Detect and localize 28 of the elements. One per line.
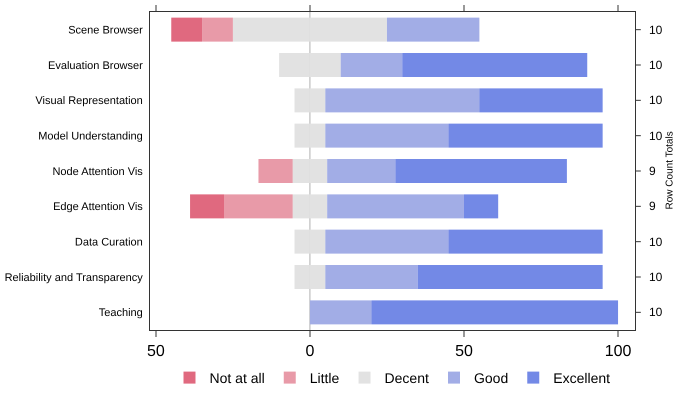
text: 10 (649, 23, 663, 37)
y-tick-label: Edge Attention Vis (53, 201, 144, 214)
text: 9 (649, 164, 656, 178)
legend-label: Excellent (553, 370, 610, 386)
x-tick-label: 0 (305, 343, 314, 360)
text: 10 (649, 93, 663, 107)
y-tick-label: Reliability and Transparency (4, 272, 144, 284)
legend-label: Not at all (210, 370, 265, 386)
x-tick-label: 50 (146, 343, 165, 360)
x-tick-label: 100 (604, 343, 632, 360)
text: 9 (649, 199, 656, 213)
y-tick-label: Node Attention Vis (52, 166, 144, 178)
y-tick-label: Visual Representation (35, 95, 143, 108)
text: 10 (649, 270, 663, 284)
text: 10 (649, 58, 663, 72)
y-tick-label: Scene Browser (68, 24, 144, 37)
y-tick-label: Teaching (98, 307, 143, 320)
text: 10 (649, 129, 663, 143)
y-tick-label: Data Curation (74, 236, 143, 249)
y2-axis-title: Row Count Totals (664, 131, 676, 210)
legend-label: Good (474, 370, 508, 386)
y-tick-label: Evaluation Browser (48, 60, 144, 72)
legend-label: Decent (384, 370, 430, 386)
x-tick-label: 50 (455, 343, 473, 360)
text: 10 (649, 305, 663, 319)
y-tick-label: Model Understanding (38, 130, 143, 143)
text: 10 (649, 235, 663, 249)
legend-label: Little (310, 370, 340, 386)
